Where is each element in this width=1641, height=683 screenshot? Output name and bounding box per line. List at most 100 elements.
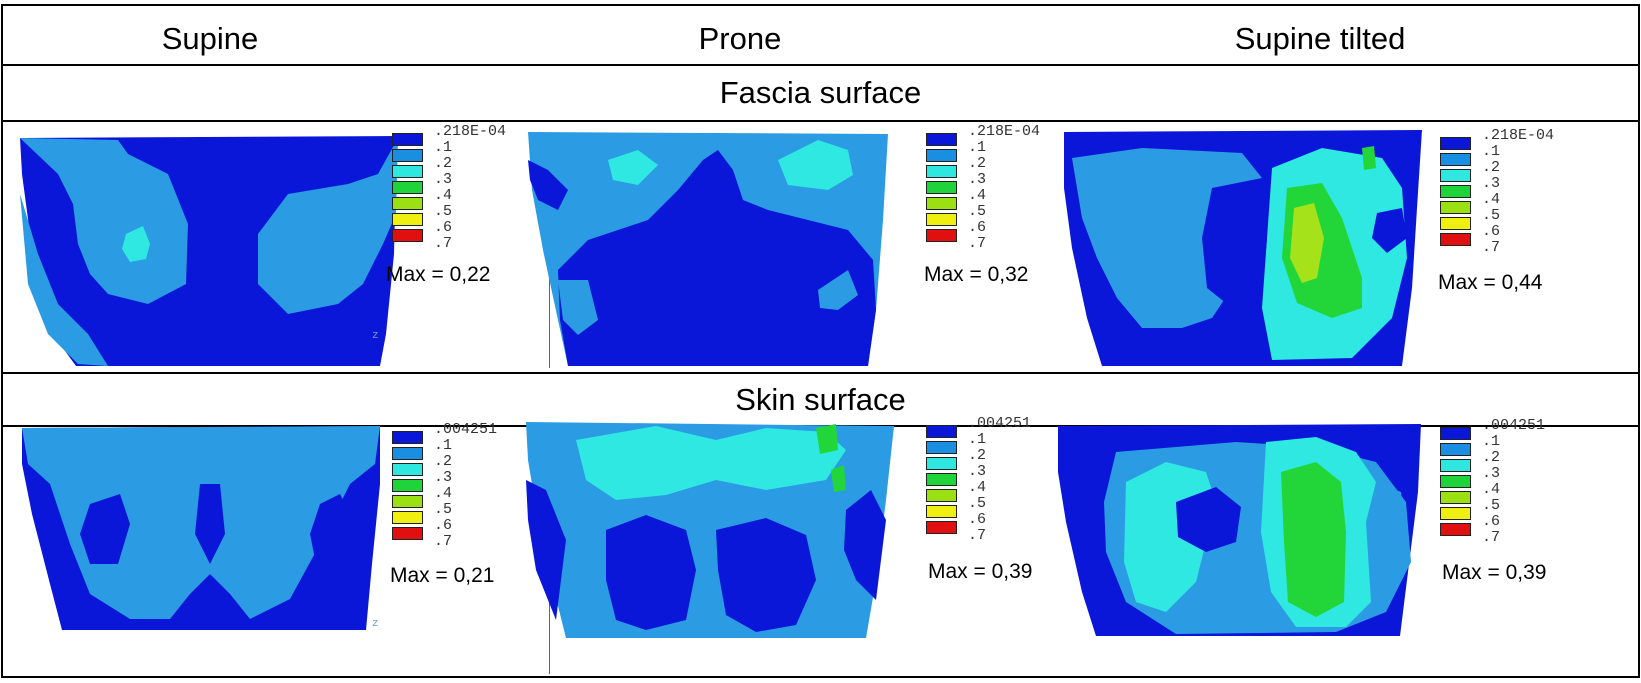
surface-band0 [1176, 487, 1241, 552]
divider-fascia-title [1, 120, 1640, 122]
legend-swatch [926, 229, 957, 242]
legend-entry: .2 [392, 155, 532, 178]
contour-plot-prone-fascia [528, 130, 893, 370]
legend-entry: .218E-04 [1440, 127, 1580, 150]
legend-value: .3 [968, 463, 987, 480]
surface-band0 [80, 494, 130, 564]
divider-header [1, 64, 1640, 66]
legend-entry: .6 [926, 511, 1066, 534]
legend-entry: .218E-04 [926, 123, 1066, 146]
surface-band0 [606, 515, 696, 630]
legend-value: .1 [968, 139, 987, 156]
legend-swatch [1440, 185, 1471, 198]
legend-entry: .3 [926, 171, 1066, 194]
legend-swatch [1440, 491, 1471, 504]
legend-entry: .1 [926, 431, 1066, 454]
legend-swatch [926, 165, 957, 178]
legend-entry: .2 [926, 155, 1066, 178]
legend-entry: .4 [392, 187, 532, 210]
legend-entry: .5 [392, 203, 532, 226]
contour-plot-supine-tilted-skin [1056, 422, 1424, 640]
legend-entry: .6 [1440, 513, 1580, 536]
legend-value: .3 [434, 469, 453, 486]
legend-entry: .1 [1440, 143, 1580, 166]
legend-swatch [926, 197, 957, 210]
legend-value: .2 [968, 447, 987, 464]
surface-band2 [122, 226, 150, 262]
legend-swatch [392, 213, 423, 226]
legend-value: .3 [434, 171, 453, 188]
legend-value: .6 [434, 219, 453, 236]
legend-entry: .7 [1440, 529, 1580, 548]
legend-entry: .3 [1440, 175, 1580, 198]
legend-value: .7 [968, 235, 987, 252]
legend-entry: .7 [392, 533, 532, 552]
legend-entry: .4 [926, 479, 1066, 502]
legend-value: .6 [968, 511, 987, 528]
legend-entry: .2 [1440, 449, 1580, 472]
legend-entry: .2 [392, 453, 532, 476]
legend-value: .4 [968, 187, 987, 204]
legend-entry: .3 [392, 469, 532, 492]
max-label-prone-skin: Max = 0,39 [928, 560, 1033, 583]
legend-swatch [926, 149, 957, 162]
legend-entry: .3 [1440, 465, 1580, 488]
frame-bottom [1, 676, 1640, 678]
max-label-supine-skin: Max = 0,21 [390, 564, 495, 587]
legend-value: .7 [968, 527, 987, 544]
column-header-supine: Supine [161, 21, 259, 56]
legend-value: .5 [968, 203, 987, 220]
legend-entry: .5 [1440, 497, 1580, 520]
legend-prone-fascia: .218E-04.1.2.3.4.5.6.7 [926, 123, 1066, 256]
divider-skin-title-top [1, 372, 1640, 374]
legend-entry: .7 [926, 235, 1066, 254]
legend-value: .5 [968, 495, 987, 512]
surface-band1 [558, 280, 598, 335]
legend-value: .2 [968, 155, 987, 172]
legend-entry: .1 [1440, 433, 1580, 456]
legend-entry: .1 [926, 139, 1066, 162]
legend-entry: .6 [392, 517, 532, 540]
contour-plot-supine-fascia [18, 134, 403, 369]
legend-swatch [926, 521, 957, 534]
legend-value: .4 [1482, 191, 1501, 208]
surface-band2 [608, 150, 658, 185]
surface-band0 [310, 494, 355, 564]
frame-right [1638, 4, 1640, 678]
legend-value: .7 [1482, 529, 1501, 546]
legend-swatch [1440, 201, 1471, 214]
legend-value: .6 [434, 517, 453, 534]
legend-entry: .5 [392, 501, 532, 524]
legend-swatch [392, 527, 423, 540]
legend-swatch [392, 463, 423, 476]
legend-value: .004251 [968, 415, 1032, 432]
legend-value: .5 [434, 203, 453, 220]
legend-entry: .5 [926, 495, 1066, 518]
legend-swatch [926, 181, 957, 194]
surface-band1 [818, 270, 858, 310]
legend-swatch [926, 457, 957, 470]
legend-swatch [1440, 459, 1471, 472]
legend-supine-tilted-skin: .004251.1.2.3.4.5.6.7 [1440, 417, 1580, 550]
legend-value: .7 [434, 533, 453, 550]
legend-swatch [926, 489, 957, 502]
legend-swatch [1440, 137, 1471, 150]
surface-band0 [716, 518, 816, 632]
surface-band2 [576, 426, 846, 500]
legend-entry: .4 [392, 485, 532, 508]
frame-top [1, 4, 1640, 6]
legend-swatch [926, 213, 957, 226]
legend-swatch [392, 197, 423, 210]
surface-band0 [558, 150, 876, 366]
legend-entry: .4 [1440, 191, 1580, 214]
legend-swatch [392, 479, 423, 492]
legend-swatch [392, 431, 423, 444]
legend-entry: .4 [926, 187, 1066, 210]
surface-band3 [831, 465, 846, 492]
legend-entry: .7 [1440, 239, 1580, 258]
surface-band4 [1290, 203, 1324, 283]
legend-supine-tilted-fascia: .218E-04.1.2.3.4.5.6.7 [1440, 127, 1580, 260]
legend-supine-skin: .004251.1.2.3.4.5.6.7 [392, 421, 532, 554]
surface-band0 [195, 484, 225, 564]
